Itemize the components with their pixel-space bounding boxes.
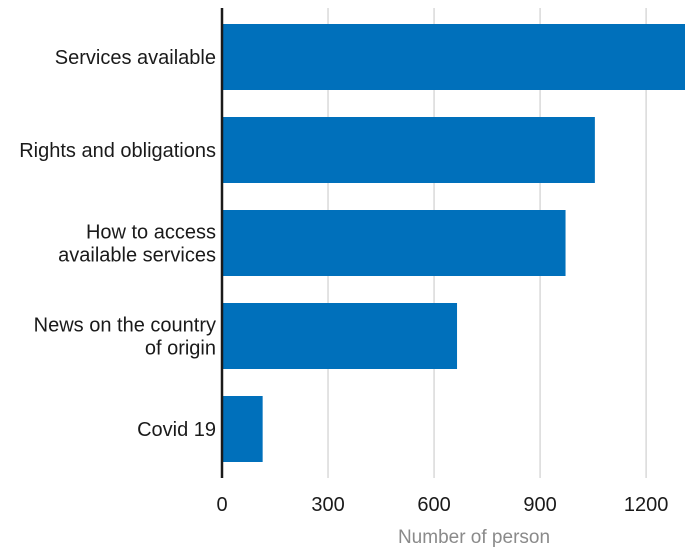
x-tick-label-600: 600 bbox=[417, 494, 450, 516]
bar-3 bbox=[222, 303, 458, 369]
category-label-2-line-0: How to access bbox=[86, 222, 216, 244]
bar-4 bbox=[222, 396, 263, 462]
bars bbox=[222, 24, 685, 462]
bar-2 bbox=[222, 210, 566, 276]
category-label-3-line-0: News on the country bbox=[34, 315, 216, 337]
bar-0 bbox=[222, 24, 685, 90]
x-axis-title: Number of person bbox=[398, 527, 550, 548]
category-labels: Services available Rights and obligations… bbox=[19, 47, 216, 441]
x-tick-label-300: 300 bbox=[311, 494, 344, 516]
category-label-3-line-1: of origin bbox=[145, 338, 216, 360]
x-tick-label-1200: 1200 bbox=[624, 494, 669, 516]
category-label-0-line-0: Services available bbox=[55, 47, 216, 69]
bar-1 bbox=[222, 117, 595, 183]
category-label-1-line-0: Rights and obligations bbox=[19, 140, 216, 162]
x-tick-label-900: 900 bbox=[523, 494, 556, 516]
x-tick-labels: 0 300 600 900 1200 bbox=[216, 494, 668, 516]
category-label-4-line-0: Covid 19 bbox=[137, 419, 216, 441]
x-tick-label-0: 0 bbox=[216, 494, 227, 516]
category-label-2-line-1: available services bbox=[58, 245, 216, 267]
